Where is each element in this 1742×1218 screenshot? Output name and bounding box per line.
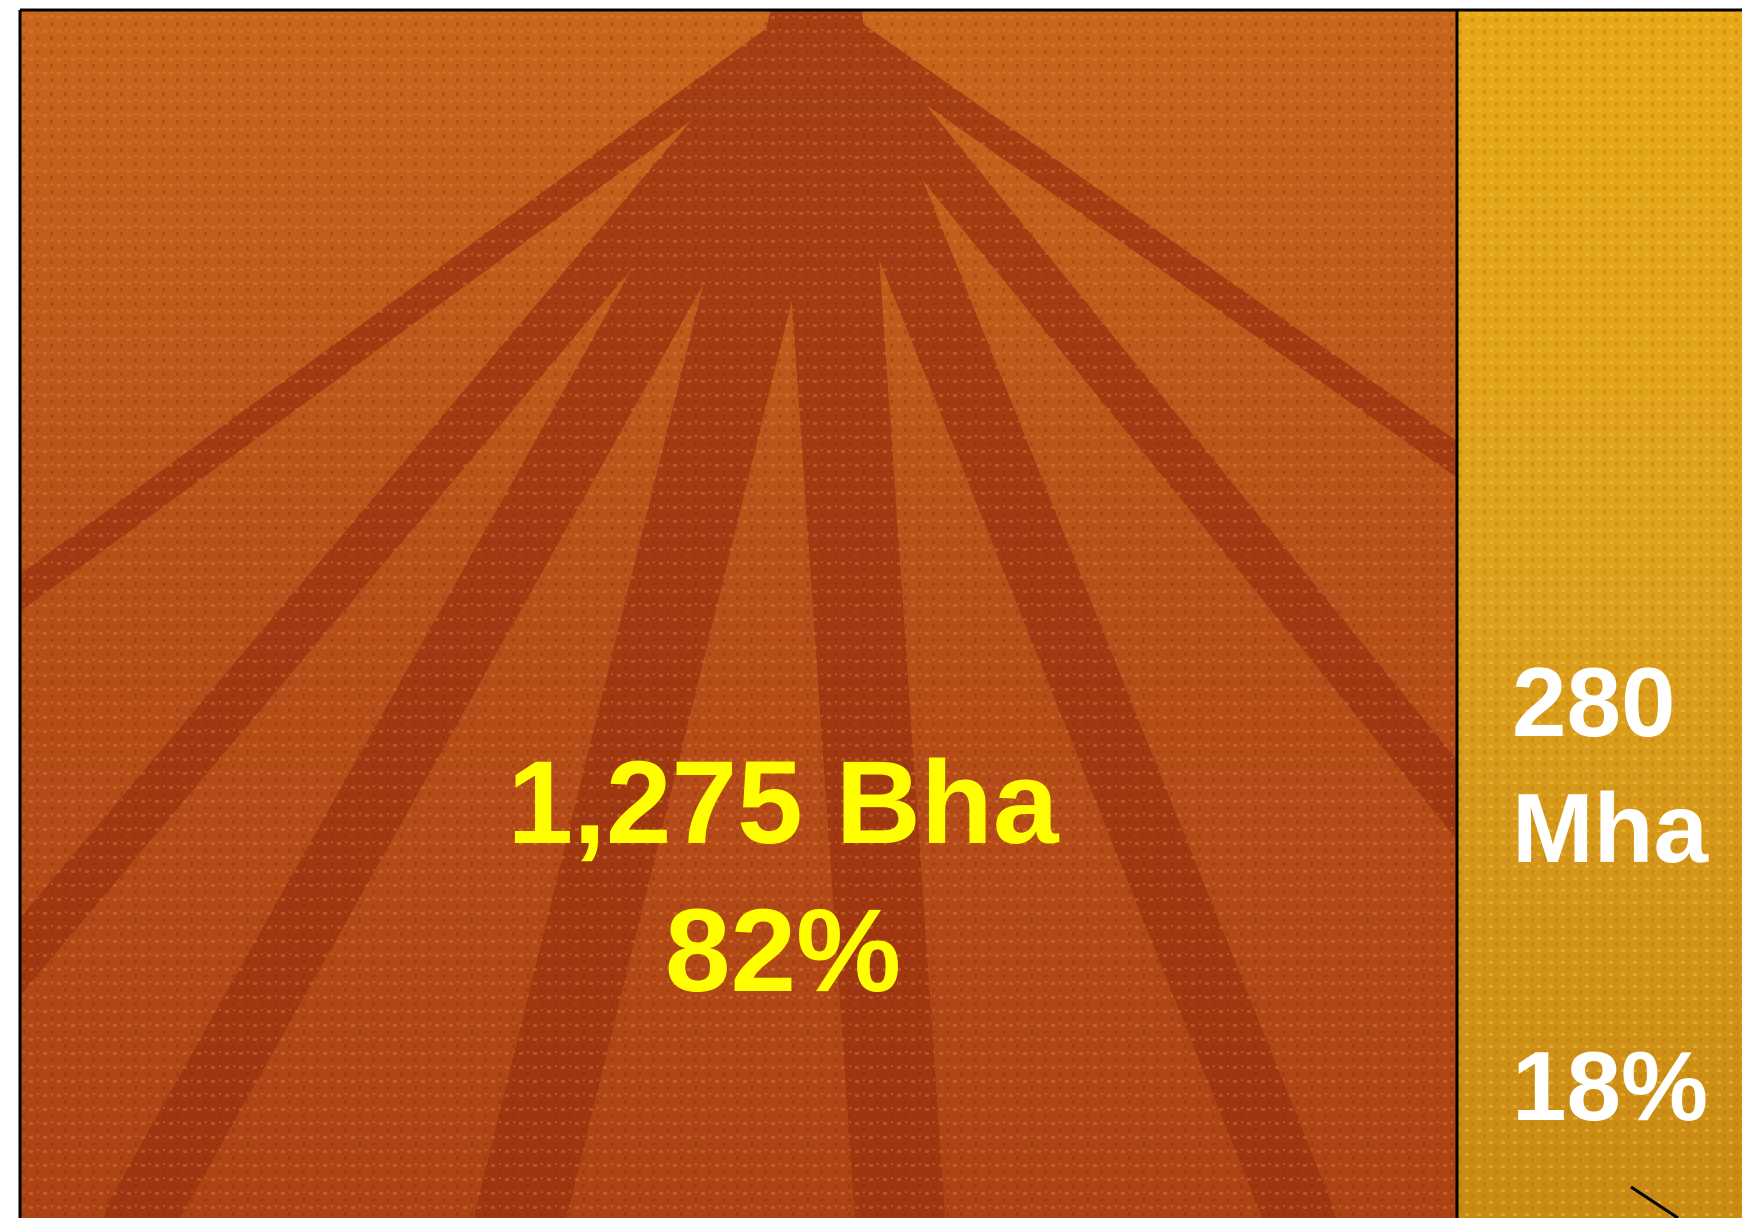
pointer-line — [1630, 1185, 1679, 1218]
amount-unit: Mha — [1512, 773, 1709, 883]
field-photo — [20, 10, 1457, 1218]
amount-label: 1,275 Bha — [508, 737, 1060, 869]
share-label: 82% — [665, 885, 901, 1017]
field-photo-small — [1457, 10, 1742, 1218]
share-label: 18% — [1512, 1031, 1708, 1141]
amount-number: 280 — [1512, 647, 1676, 757]
